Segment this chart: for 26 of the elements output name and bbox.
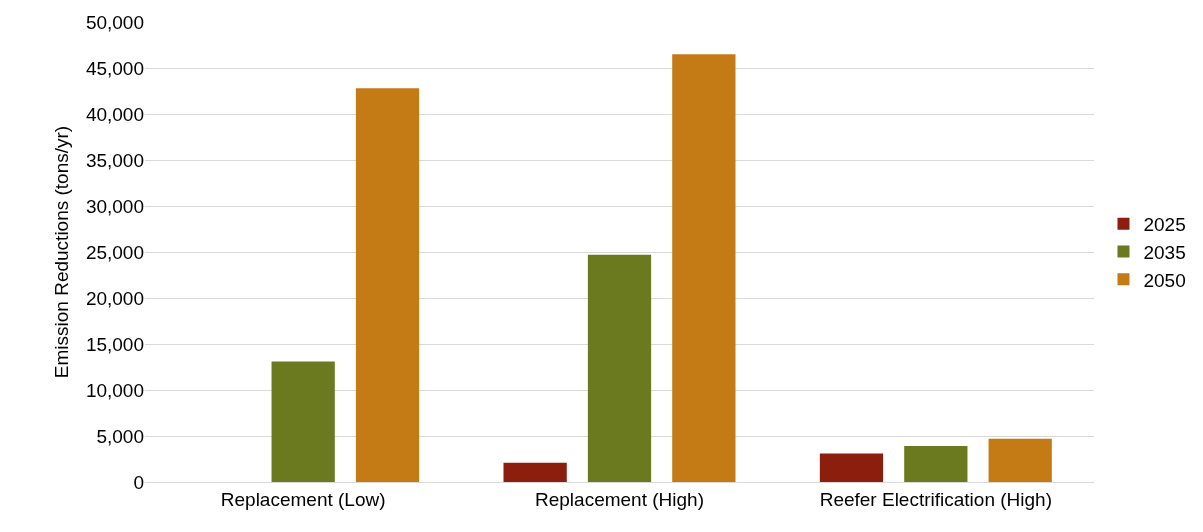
y-tick-label: 0 [133,471,144,493]
y-axis-title: Emission Reductions (tons/yr) [50,125,72,379]
bar [988,438,1052,482]
y-tick-label: 10,000 [85,379,144,401]
bar [587,254,652,482]
y-tick-label: 45,000 [85,57,144,79]
legend-label: 2050 [1143,269,1186,291]
y-tick-label: 30,000 [85,195,144,217]
legend-label: 2025 [1143,214,1186,236]
bar [819,453,884,482]
y-tick-label: 20,000 [85,287,144,309]
y-tick-label: 40,000 [85,103,144,125]
y-tick-label: 15,000 [85,333,144,355]
y-tick-label: 50,000 [85,11,144,33]
x-tick-label: Replacement (Low) [220,488,386,510]
x-tick-label: Reefer Electrification (High) [819,488,1052,510]
y-tick-label: 25,000 [85,241,144,263]
x-tick-label: Replacement (High) [535,488,704,510]
bar [904,446,968,482]
bar [503,462,567,482]
legend-label: 2035 [1143,241,1186,263]
y-tick-label: 5,000 [96,425,144,447]
y-tick-label: 35,000 [85,149,144,171]
bar [672,54,736,482]
bar [355,88,420,482]
bar [271,361,335,482]
